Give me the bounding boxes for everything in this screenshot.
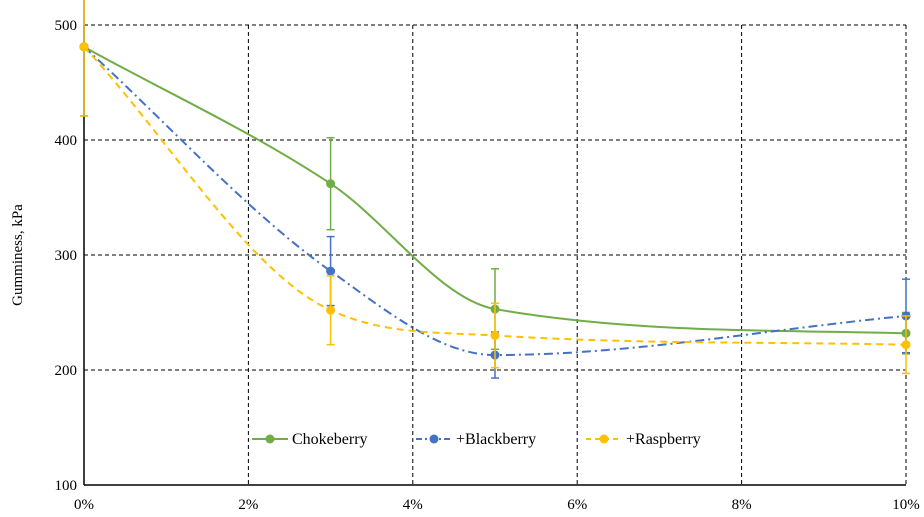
y-tick-label: 200 [55,363,78,379]
legend-marker [599,434,609,444]
legend-item: +Blackberry [416,431,536,448]
data-point [901,340,911,350]
tick-labels: 100 200 300 400 500 0% 2% 4% 6% 8% 10% [55,18,920,513]
y-axis-label: Gumminess, kPa [10,204,26,306]
axes [83,25,906,486]
data-point [326,305,336,315]
x-tick-label: 6% [567,497,587,513]
legend-item: +Raspberry [586,431,701,448]
data-point [79,42,89,52]
x-tick-label: 4% [403,497,423,513]
legend-marker [265,434,275,444]
y-tick-label: 400 [55,133,78,149]
y-tick-label: 300 [55,248,78,264]
x-tick-label: 10% [892,497,920,513]
grid [84,24,907,485]
y-tick-label: 100 [55,478,78,494]
data-point [326,179,336,189]
x-tick-label: 2% [238,497,258,513]
legend-item: Chokeberry [252,431,368,448]
series-raspberry [79,0,911,375]
series-line [83,46,907,346]
data-point [490,331,500,340]
series-line [83,45,907,335]
data-point [326,266,336,276]
legend: Chokeberry +Blackberry +Raspberry [252,431,701,448]
y-tick-label: 500 [55,18,78,34]
legend-label: +Raspberry [626,431,701,448]
x-tick-label: 8% [732,497,752,513]
legend-label: Chokeberry [292,431,368,448]
legend-label: +Blackberry [456,431,536,448]
series-chokeberry [79,0,911,355]
x-tick-label: 0% [74,497,94,513]
legend-marker [429,434,439,444]
series-layer [79,0,911,379]
